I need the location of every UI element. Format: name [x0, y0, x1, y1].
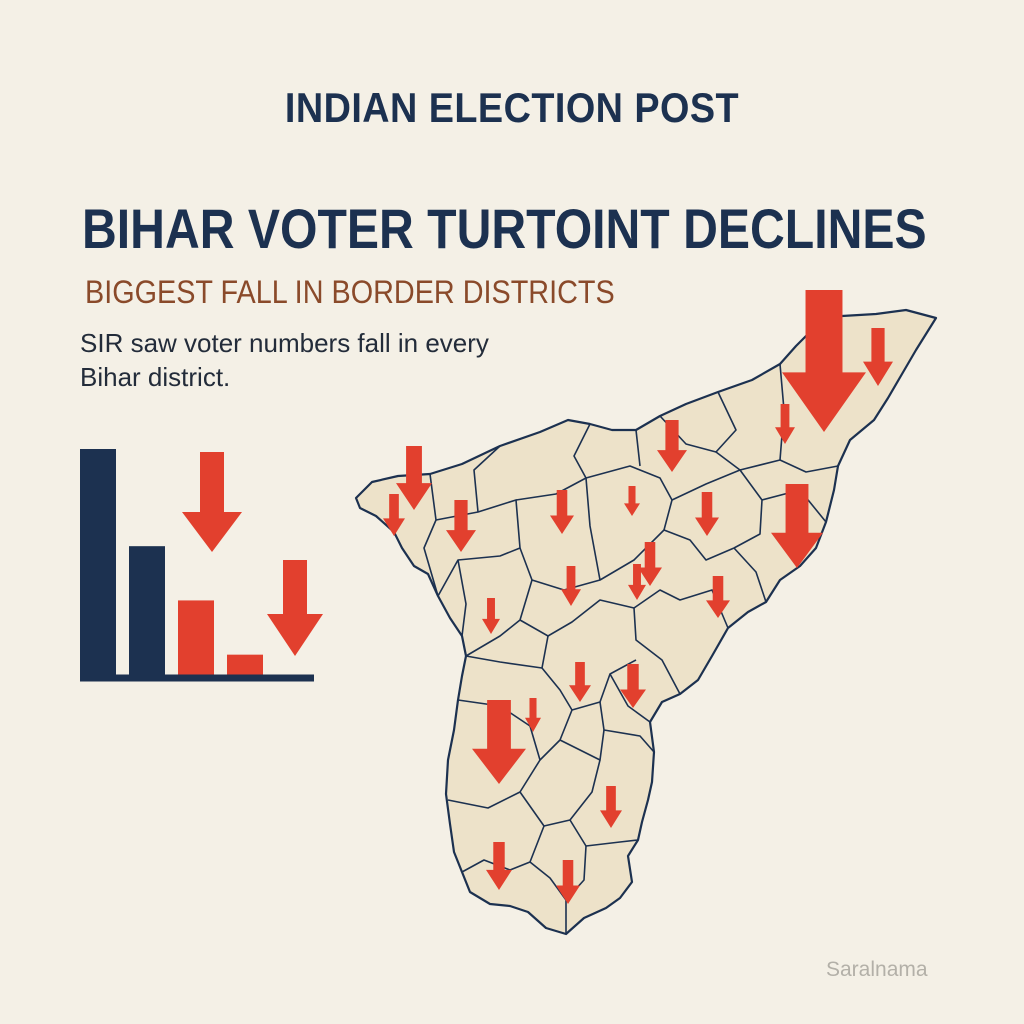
down-arrow-icon [446, 500, 476, 552]
district-border [465, 655, 543, 669]
district-border [599, 701, 655, 753]
down-arrow-icon [706, 576, 730, 618]
down-arrow-icon [782, 290, 866, 432]
chart-bar [129, 546, 165, 675]
district-border [529, 861, 567, 934]
down-arrow-icon [771, 484, 823, 568]
down-arrow-icon [472, 700, 526, 784]
down-arrow-icon [775, 404, 795, 444]
district-border [585, 477, 601, 581]
down-arrow-icon [695, 492, 719, 536]
publisher-name: INDIAN ELECTION POST [284, 84, 740, 131]
district-border [671, 469, 763, 549]
district-border [457, 559, 467, 637]
district-border [473, 445, 501, 513]
down-arrow-icon [620, 664, 646, 708]
district-border [633, 607, 681, 695]
down-arrow-icon [624, 486, 640, 516]
down-arrow-icon [657, 420, 687, 472]
down-arrow-icon [561, 566, 581, 606]
district-border [733, 547, 767, 603]
down-arrow-icon [182, 452, 242, 552]
watermark: Saralnama [826, 958, 928, 981]
down-arrow-icon [396, 446, 432, 510]
down-arrow-icon [550, 490, 574, 534]
district-border [635, 429, 641, 467]
chart-bar [80, 449, 116, 675]
district-border [423, 473, 439, 597]
chart-bar [227, 654, 263, 675]
down-arrow-icon [863, 328, 893, 386]
chart-bar [178, 600, 214, 675]
body-text: SIR saw voter numbers fall in every Biha… [80, 328, 489, 392]
down-arrow-icon [482, 598, 500, 634]
state-outline [354, 308, 938, 936]
down-arrow-icon [600, 786, 622, 828]
down-arrow-icon [267, 560, 323, 656]
district-border [569, 819, 639, 847]
district-border [585, 465, 673, 531]
headline: BIHAR VOTER TURTOINT DECLINES [82, 197, 927, 260]
down-arrow-icon [628, 564, 646, 600]
district-border [465, 579, 533, 657]
district-border [609, 673, 651, 723]
district-border [519, 529, 735, 591]
down-arrow-icon [486, 842, 512, 890]
down-arrow-icon [569, 662, 591, 702]
down-arrow-icon [556, 860, 580, 904]
down-arrow-icon [383, 494, 405, 536]
down-arrow-icon [525, 698, 541, 732]
subheadline: BIGGEST FALL IN BORDER DISTRICTS [85, 274, 615, 310]
down-arrow-icon [638, 542, 662, 586]
